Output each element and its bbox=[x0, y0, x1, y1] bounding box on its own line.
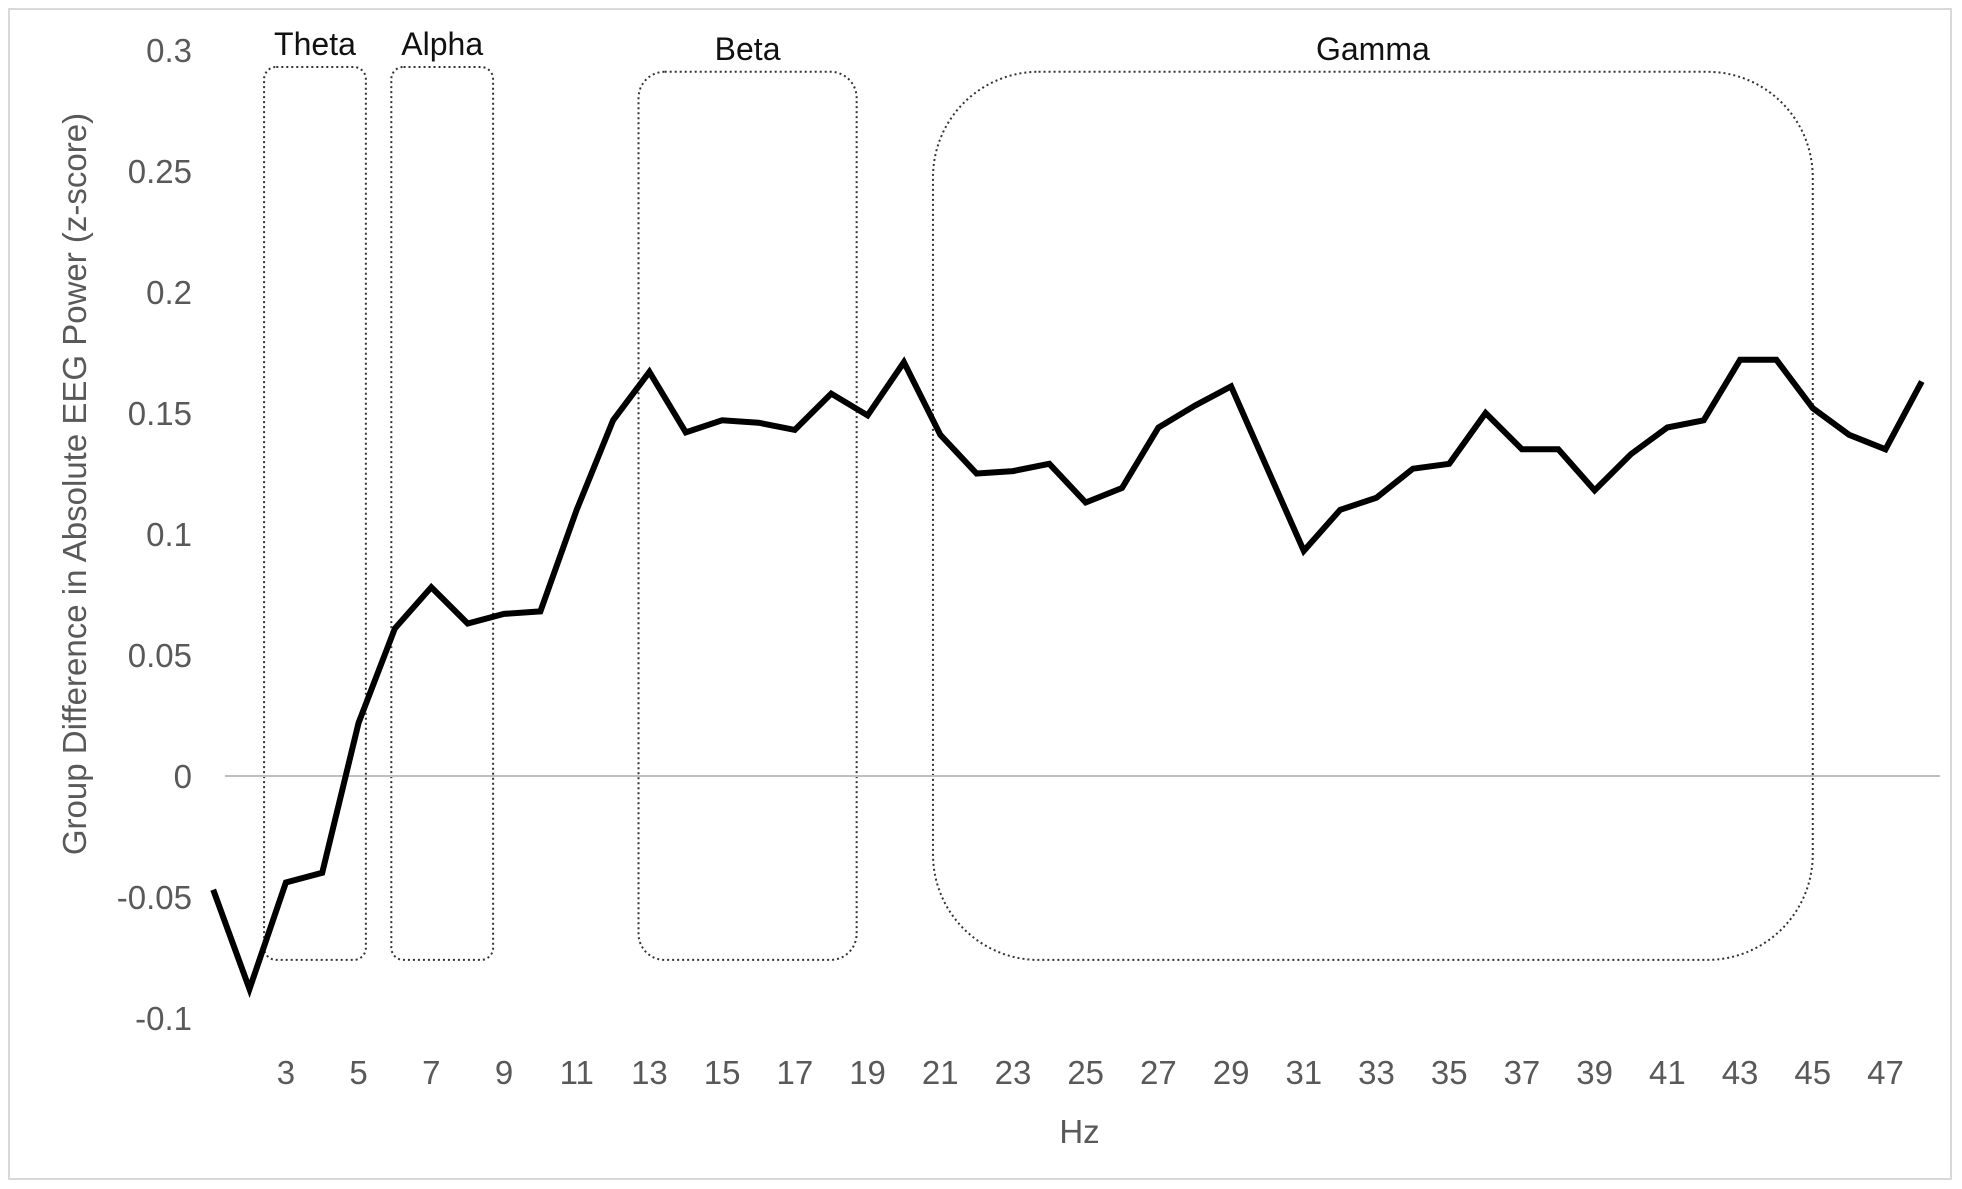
y-tick-label: -0.1 bbox=[135, 1000, 192, 1037]
series-layer bbox=[210, 356, 1925, 998]
x-tick-label: 17 bbox=[776, 1054, 813, 1091]
x-tick-label: 47 bbox=[1867, 1054, 1904, 1091]
x-tick-label: 9 bbox=[495, 1054, 513, 1091]
chart-frame bbox=[8, 8, 1952, 1180]
x-tick-label: 19 bbox=[849, 1054, 886, 1091]
x-tick-label: 23 bbox=[995, 1054, 1032, 1091]
y-tick-label: 0.3 bbox=[146, 32, 192, 69]
x-tick-label: 45 bbox=[1794, 1054, 1831, 1091]
y-tick-label: 0 bbox=[174, 758, 192, 795]
x-tick-label: 39 bbox=[1576, 1054, 1613, 1091]
series-line-0 bbox=[210, 356, 1925, 998]
x-tick-label: 21 bbox=[922, 1054, 959, 1091]
band-box-alpha bbox=[390, 65, 495, 961]
x-tick-label: 31 bbox=[1285, 1054, 1322, 1091]
x-tick-label: 5 bbox=[349, 1054, 367, 1091]
y-tick-label: 0.1 bbox=[146, 516, 192, 553]
x-axis-title: Hz bbox=[1059, 1113, 1099, 1150]
band-label-gamma: Gamma bbox=[1316, 31, 1430, 67]
band-box-beta bbox=[637, 70, 858, 961]
y-tick-label: 0.2 bbox=[146, 274, 192, 311]
x-tick-label: 37 bbox=[1504, 1054, 1541, 1091]
x-tick-label: 27 bbox=[1140, 1054, 1177, 1091]
y-tick-label: 0.15 bbox=[128, 395, 192, 432]
y-tick-label: 0.05 bbox=[128, 637, 192, 674]
band-label-alpha: Alpha bbox=[401, 26, 483, 62]
x-tick-label: 15 bbox=[704, 1054, 741, 1091]
x-tick-label: 43 bbox=[1722, 1054, 1759, 1091]
x-tick-label: 13 bbox=[631, 1054, 668, 1091]
x-tick-label: 33 bbox=[1358, 1054, 1395, 1091]
band-label-theta: Theta bbox=[274, 26, 356, 62]
x-tick-label: 35 bbox=[1431, 1054, 1468, 1091]
band-box-theta bbox=[263, 65, 367, 961]
x-tick-label: 11 bbox=[560, 1054, 594, 1091]
x-tick-label: 29 bbox=[1213, 1054, 1250, 1091]
y-tick-label: -0.05 bbox=[117, 879, 192, 916]
band-label-beta: Beta bbox=[715, 31, 781, 67]
x-tick-label: 41 bbox=[1649, 1054, 1686, 1091]
y-axis-title: Group Difference in Absolute EEG Power (… bbox=[56, 113, 93, 855]
x-tick-label: 25 bbox=[1067, 1054, 1104, 1091]
frequency-bands: Theta Alpha Beta Gamma bbox=[263, 26, 1814, 961]
x-tick-label: 7 bbox=[422, 1054, 440, 1091]
x-tick-label: 3 bbox=[277, 1054, 295, 1091]
band-box-gamma bbox=[931, 70, 1814, 961]
y-tick-label: 0.25 bbox=[128, 153, 192, 190]
